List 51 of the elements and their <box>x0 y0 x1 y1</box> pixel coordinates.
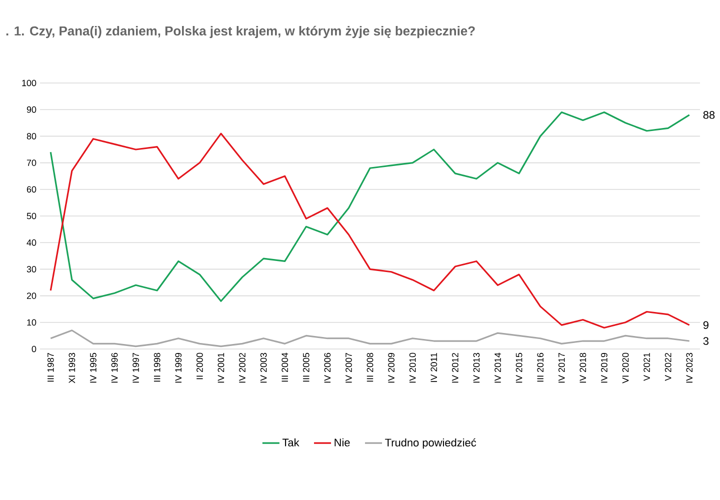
x-tick-label: IV 1996 <box>111 352 118 383</box>
x-tick-label: IV 2023 <box>686 352 693 383</box>
y-tick-label: 80 <box>26 133 36 140</box>
y-tick-label: 40 <box>26 239 36 246</box>
x-tick-label: IV 2010 <box>409 352 416 383</box>
x-tick-label: IV 2006 <box>324 352 331 383</box>
data-label: 88 <box>703 111 715 119</box>
y-tick-label: 100 <box>22 80 36 86</box>
data-label: 3 <box>703 337 708 345</box>
x-tick-label: IV 2007 <box>346 352 352 383</box>
y-tick-label: 30 <box>26 266 36 272</box>
line-series <box>50 132 690 329</box>
y-tick-label: 50 <box>26 212 36 220</box>
x-tick-label: IV 2015 <box>516 352 522 383</box>
x-tick-label: IV 1999 <box>175 352 182 383</box>
x-tick-label: III 2004 <box>282 352 288 382</box>
x-tick-label: II 2000 <box>196 352 203 380</box>
x-tick-label: IV 1997 <box>132 352 139 383</box>
y-tick-label: 0 <box>32 346 36 352</box>
y-tick-label: 10 <box>27 319 36 326</box>
legend-label: Nie <box>334 438 350 446</box>
y-tick-label: 90 <box>26 106 36 113</box>
x-tick-label: IV 2017 <box>558 352 565 383</box>
x-tick-label: IV 2014 <box>494 352 501 383</box>
line-series <box>50 111 690 302</box>
y-tick-label: 20 <box>26 292 36 299</box>
x-tick-label: III 1987 <box>47 352 54 382</box>
x-tick-label: IV 1995 <box>90 352 96 383</box>
x-tick-label: IV 2013 <box>473 352 480 383</box>
x-tick-label: IV 2018 <box>580 352 586 383</box>
legend-label: Tak <box>282 438 300 446</box>
x-tick-label: III 2016 <box>537 352 544 382</box>
x-tick-label: IV 2003 <box>260 352 267 383</box>
y-tick-label: 60 <box>26 186 36 193</box>
x-tick-label: IV 2019 <box>601 352 608 383</box>
x-tick-label: V 2021 <box>644 352 650 381</box>
x-tick-label: IV 2002 <box>239 352 246 383</box>
x-tick-label: III 2008 <box>366 352 374 382</box>
legend-label: Trudno powiedzieć <box>385 438 476 449</box>
y-tick-label: 70 <box>26 160 36 166</box>
x-tick-label: V 2022 <box>664 352 672 381</box>
x-tick-label: IV 2009 <box>388 352 394 383</box>
chart-title: . 1. Czy, Pana(i) zdaniem, Polska jest krajem, w którym żyje się bezpiecznie? <box>6 26 475 38</box>
x-tick-label: III 1998 <box>154 352 160 382</box>
x-tick-label: IV 2001 <box>218 352 224 383</box>
x-tick-label: IV 2011 <box>430 352 438 382</box>
x-tick-label: IV 2012 <box>452 352 458 383</box>
data-label: 9 <box>703 321 708 329</box>
x-tick-label: III 2005 <box>302 352 310 382</box>
x-tick-label: XI 1993 <box>68 352 76 384</box>
x-tick-label: VI 2020 <box>622 352 629 384</box>
